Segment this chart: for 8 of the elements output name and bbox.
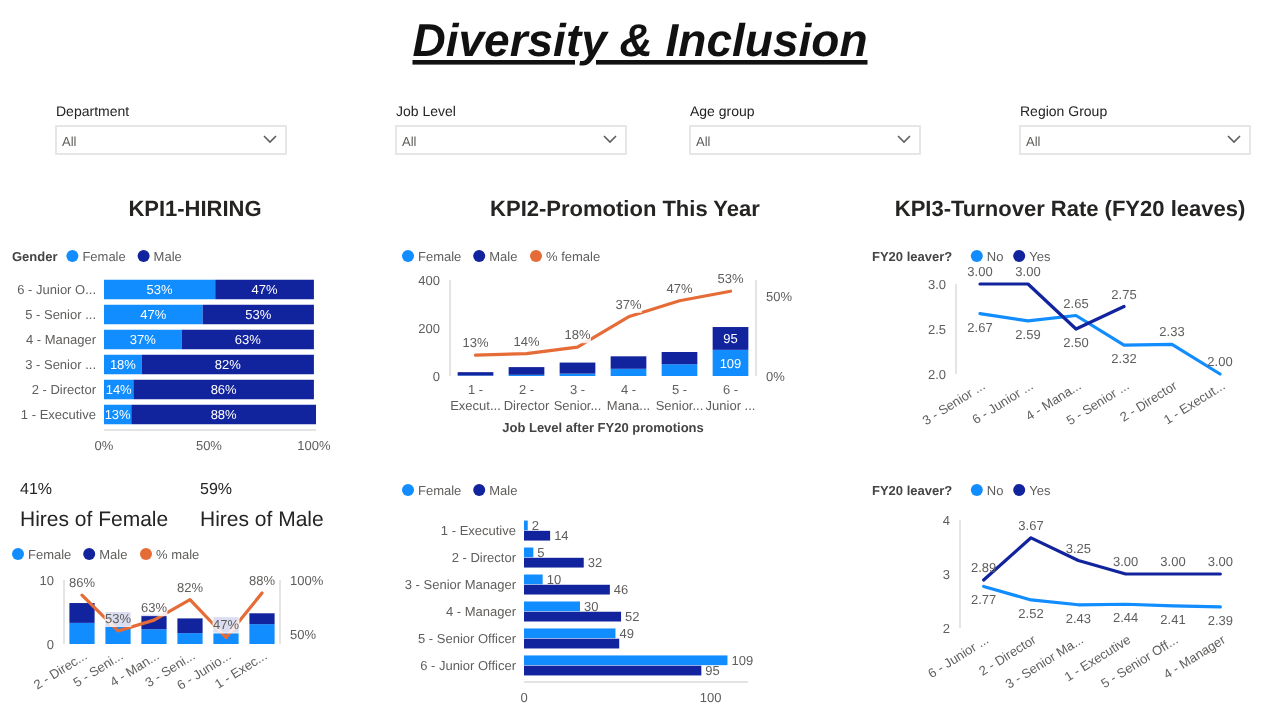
text: 41% <box>20 480 53 498</box>
text: Hires of Female <box>20 508 169 532</box>
chart-title: KPI1-HIRING <box>128 198 262 222</box>
chart-title: KPI2-Promotion This Year <box>490 198 762 222</box>
chart-title: KPI3-Turnover Rate (FY20 leaves) <box>894 198 1246 222</box>
text: Diversity & Inclusion <box>412 14 868 66</box>
text: 59% <box>200 480 233 498</box>
text: Hires of Male <box>200 508 325 532</box>
